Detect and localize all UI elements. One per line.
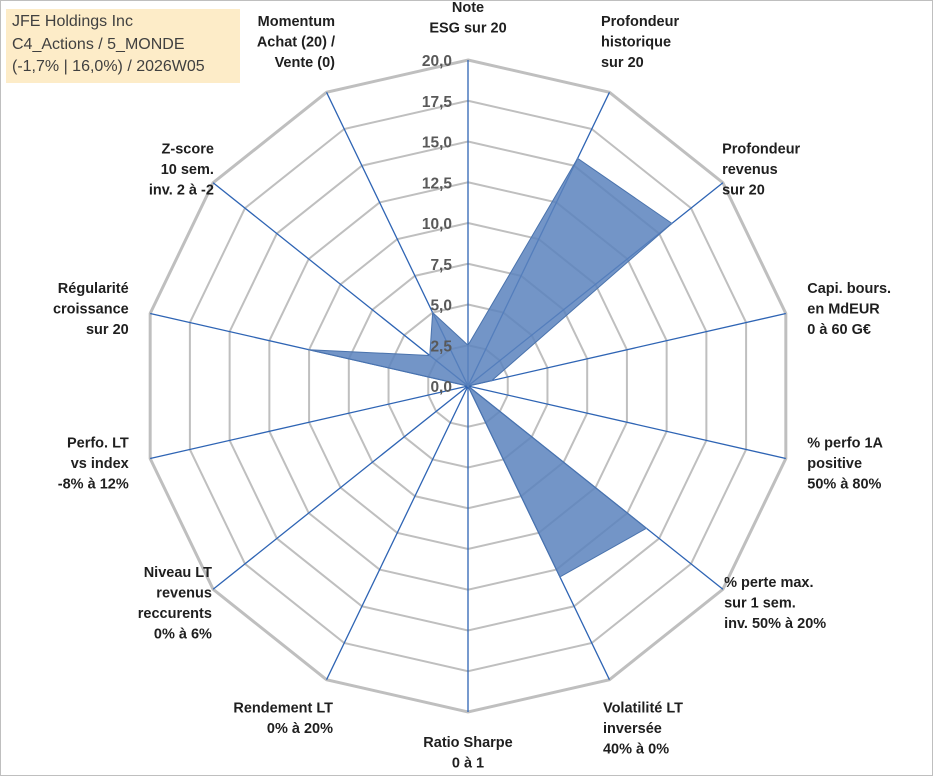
axis-spoke xyxy=(212,385,469,590)
axis-label: Note ESG sur 20 xyxy=(429,0,506,37)
data-point xyxy=(645,527,648,530)
tick-label: 12,5 xyxy=(422,175,453,192)
axis-spoke xyxy=(212,182,469,387)
performance-label: (-1,7% | 16,0%) / 2026W05 xyxy=(12,58,205,75)
tick-label: 17,5 xyxy=(422,94,453,111)
axis-spoke xyxy=(325,385,469,680)
info-box: JFE Holdings Inc C4_Actions / 5_MONDE (-… xyxy=(6,9,240,83)
axis-label: Ratio Sharpe 0 à 1 xyxy=(423,735,512,772)
data-point xyxy=(308,348,310,351)
tick-label: 20,0 xyxy=(422,53,452,70)
portfolio-label: C4_Actions / 5_MONDE xyxy=(12,35,185,53)
tick-layer: 0,0 2,5 5,0 7,5 10,0 12,5 15,0 17,5 20,0 xyxy=(422,53,453,396)
axis-label: Rendement LT 0% à 20% xyxy=(233,701,333,738)
tick-label: 5,0 xyxy=(430,298,452,315)
data-layer xyxy=(308,157,673,578)
axis-label: Momentum Achat (20) / Vente (0) xyxy=(257,14,335,71)
axis-label: Profondeur historique sur 20 xyxy=(601,14,679,71)
axis-label: Niveau LT revenus reccurents 0% à 6% xyxy=(138,565,212,643)
data-point xyxy=(671,222,673,225)
series-area xyxy=(308,157,673,578)
data-point xyxy=(467,385,469,387)
axis-label: Volatilité LT inversée 40% à 0% xyxy=(603,701,683,758)
tick-label: 10,0 xyxy=(422,216,452,233)
axis-label: Z-score 10 sem. inv. 2 à -2 xyxy=(149,141,214,198)
tick-label: 2,5 xyxy=(430,338,452,355)
axis-label: Perfo. LT vs index -8% à 12% xyxy=(58,436,129,493)
data-point xyxy=(491,379,493,382)
axis-label: % perfo 1A positive 50% à 80% xyxy=(807,436,883,493)
company-name: JFE Holdings Inc xyxy=(12,13,133,30)
axis-spoke xyxy=(467,385,786,460)
data-point xyxy=(467,344,469,347)
axis-spoke xyxy=(467,312,786,387)
data-point xyxy=(559,576,561,578)
data-point xyxy=(431,311,434,314)
data-point xyxy=(576,157,579,160)
label-layer: Note ESG sur 20 Profondeur historique sur 20… xyxy=(53,0,891,772)
axis-spoke xyxy=(150,385,469,460)
axis-label: Capi. bours. en MdEUR 0 à 60 G€ xyxy=(807,281,891,338)
tick-label: 0,0 xyxy=(430,379,452,396)
tick-label: 7,5 xyxy=(430,257,452,274)
axis-label: % perte max. sur 1 sem. inv. 50% à 20% xyxy=(724,575,826,632)
data-point xyxy=(428,354,431,357)
tick-label: 15,0 xyxy=(422,135,452,152)
axis-label: Profondeur revenus sur 20 xyxy=(722,141,800,198)
axis-label: Régularité croissance sur 20 xyxy=(53,281,129,338)
